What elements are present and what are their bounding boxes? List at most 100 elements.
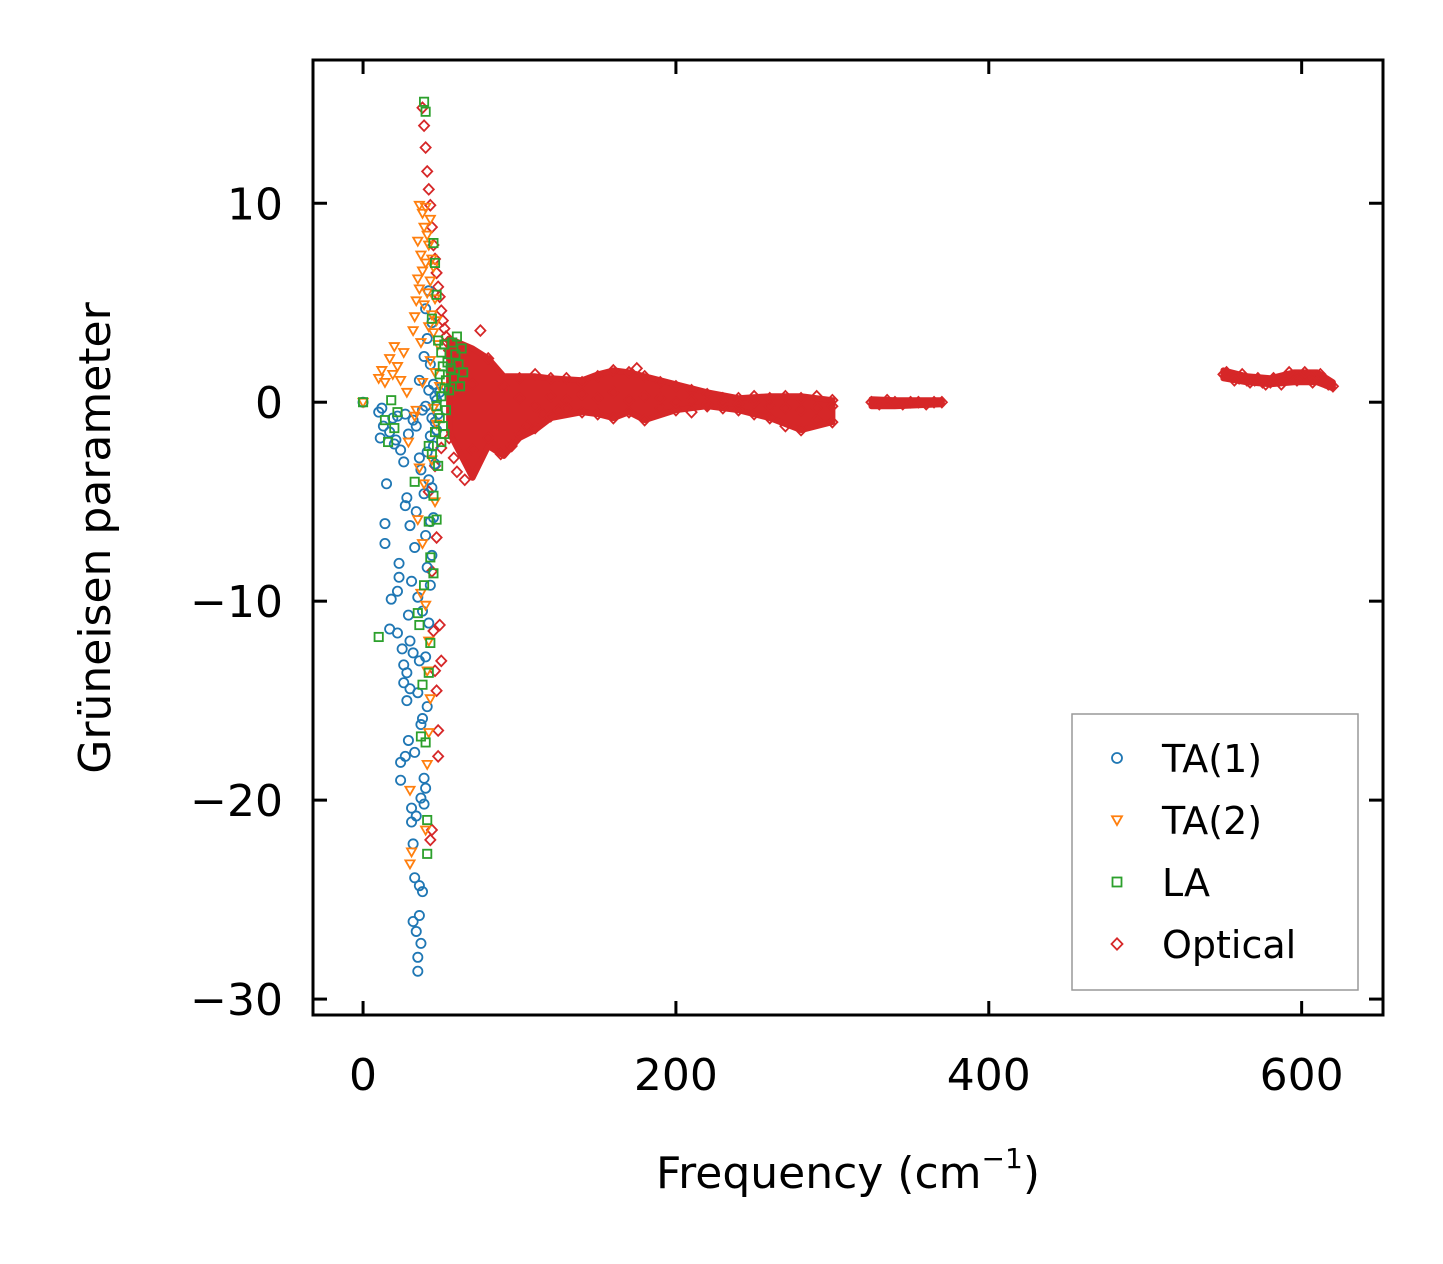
y-tick-label: 0 bbox=[255, 378, 283, 429]
optical-point bbox=[700, 397, 714, 411]
la-point bbox=[412, 608, 423, 619]
plot-area bbox=[356, 96, 1340, 977]
optical-point bbox=[450, 465, 464, 479]
legend-marker-ta1 bbox=[1111, 752, 1123, 764]
ta1-point bbox=[399, 750, 411, 762]
ta2-point bbox=[417, 479, 431, 491]
ta1-point bbox=[409, 746, 421, 758]
ta2-point bbox=[406, 326, 420, 337]
ta1-point bbox=[417, 886, 429, 898]
ta1-point bbox=[410, 506, 422, 518]
ta1-point bbox=[420, 303, 432, 315]
optical-point bbox=[1275, 377, 1288, 391]
optical-point bbox=[622, 405, 636, 419]
optical-dense-band bbox=[446, 335, 836, 481]
la-point bbox=[429, 257, 441, 268]
y-axis-title: Grüneisen parameter bbox=[70, 301, 121, 773]
ta2-point bbox=[386, 370, 399, 381]
la-point bbox=[439, 429, 450, 440]
optical-point bbox=[444, 349, 457, 364]
optical-point bbox=[763, 399, 777, 413]
optical-point bbox=[528, 367, 542, 381]
optical-point bbox=[794, 391, 808, 405]
optical-point bbox=[747, 389, 761, 403]
la-point bbox=[373, 631, 384, 643]
optical-point bbox=[865, 395, 878, 409]
ta1-point bbox=[415, 792, 427, 804]
ta1-point bbox=[412, 951, 424, 963]
optical-point bbox=[466, 443, 479, 457]
ta2-point bbox=[427, 403, 440, 415]
ta1-point bbox=[409, 872, 421, 884]
optical-point bbox=[810, 401, 824, 415]
optical-point bbox=[700, 399, 714, 413]
ta1-point bbox=[393, 571, 405, 583]
ta2-point bbox=[405, 847, 418, 859]
legend-box bbox=[1071, 713, 1359, 991]
legend-marker-optical bbox=[1110, 936, 1124, 952]
ta2-point bbox=[388, 342, 401, 353]
la-point bbox=[420, 106, 431, 117]
optical-point bbox=[1282, 365, 1296, 379]
optical-point bbox=[622, 393, 636, 407]
ta2-point bbox=[403, 859, 417, 871]
optical-point bbox=[716, 395, 730, 409]
ta2-point bbox=[400, 387, 414, 399]
optical-point bbox=[826, 399, 839, 413]
ta1-point bbox=[413, 910, 425, 922]
ta1-point bbox=[390, 434, 402, 446]
optical-point bbox=[591, 407, 605, 421]
ta1-point bbox=[415, 937, 427, 949]
ta1-point bbox=[423, 617, 435, 629]
ta2-point bbox=[383, 354, 396, 365]
optical-point bbox=[669, 379, 683, 393]
optical-point bbox=[458, 473, 472, 487]
ta1-point bbox=[391, 585, 403, 597]
optical-point bbox=[653, 401, 667, 415]
ta2-point bbox=[416, 266, 429, 278]
optical-point bbox=[1326, 379, 1340, 393]
optical-point bbox=[424, 833, 437, 847]
ta2-point bbox=[411, 236, 424, 248]
legend-marker-ta2 bbox=[1110, 815, 1124, 827]
ta2-point bbox=[425, 455, 439, 467]
optical-point bbox=[1303, 369, 1316, 383]
optical-point bbox=[1267, 371, 1280, 385]
optical-point bbox=[1235, 367, 1249, 381]
ta1-point bbox=[410, 925, 422, 937]
series-ta2 bbox=[356, 200, 446, 871]
ta1-point bbox=[401, 667, 413, 679]
la-point bbox=[414, 620, 425, 631]
ticks-layer: 0 200 400 600 −30 −20 −10 0 10 bbox=[190, 60, 1383, 1101]
optical-point bbox=[427, 624, 440, 638]
ta2-point bbox=[419, 202, 432, 214]
optical-point bbox=[431, 723, 445, 738]
ta2-point bbox=[422, 728, 435, 739]
la-point bbox=[419, 580, 430, 591]
ta1-point bbox=[421, 561, 433, 573]
optical-point bbox=[442, 431, 456, 445]
la-point bbox=[379, 415, 390, 426]
optical-point bbox=[434, 654, 448, 668]
optical-point bbox=[810, 413, 824, 427]
optical-point bbox=[513, 427, 526, 441]
ta1-point bbox=[426, 549, 438, 561]
ta2-point bbox=[411, 515, 424, 527]
ta1-point bbox=[413, 655, 425, 667]
ta1-point bbox=[401, 492, 413, 504]
optical-point bbox=[826, 415, 839, 429]
ta2-point bbox=[413, 463, 426, 475]
ta1-point bbox=[395, 774, 407, 786]
ta1-point bbox=[377, 420, 389, 432]
x-axis-title: Frequency (cm−1) bbox=[656, 1142, 1040, 1199]
la-point bbox=[451, 331, 462, 342]
la-point bbox=[428, 238, 439, 249]
ta1-point bbox=[402, 428, 414, 440]
ta2-point bbox=[424, 356, 437, 367]
legend-label-la: LA bbox=[1162, 861, 1210, 905]
optical-point bbox=[1259, 377, 1272, 391]
x-tick-label: 200 bbox=[634, 1050, 718, 1101]
optical-point bbox=[732, 397, 745, 411]
la-point bbox=[358, 397, 369, 408]
ta2-point bbox=[410, 405, 423, 417]
